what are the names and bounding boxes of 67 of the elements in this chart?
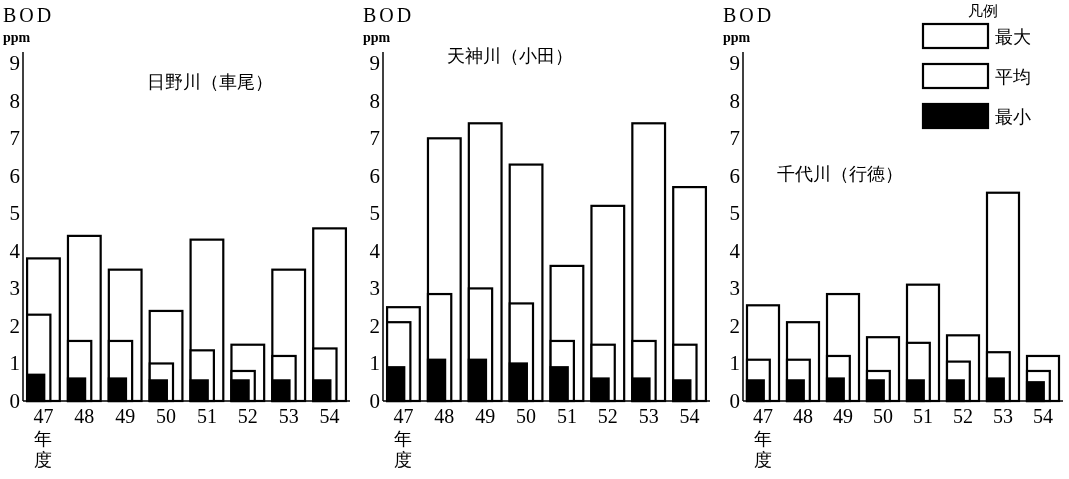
x-tick-label: 54 [319, 405, 340, 427]
x-tick-label: 49 [115, 405, 136, 427]
x-axis-title: 年度 [394, 428, 413, 470]
x-axis-title: 年度 [34, 428, 53, 470]
x-tick-label: 50 [516, 405, 537, 427]
x-tick-label: 53 [278, 405, 299, 427]
chart-title: 天神川（小田） [447, 45, 573, 66]
y-tick-label: 9 [369, 51, 380, 76]
x-tick-label: 49 [475, 405, 496, 427]
x-tick-label: 53 [638, 405, 659, 427]
y-tick-label: 4 [369, 238, 381, 263]
y-tick-label: 1 [369, 351, 380, 376]
y-tick-label: 6 [9, 163, 20, 188]
y-tick-label: 0 [369, 389, 380, 413]
y-tick-label: 5 [369, 201, 380, 226]
y-tick-label: 7 [9, 126, 20, 151]
x-tick-label: 51 [556, 405, 577, 427]
x-tick-label: 51 [196, 405, 217, 427]
x-tick-label: 51 [913, 405, 933, 427]
y-tick-label: 2 [729, 313, 740, 338]
x-tick-label: 47 [33, 405, 54, 427]
y-tick-label: 9 [9, 51, 20, 76]
x-tick-label: 52 [597, 405, 618, 427]
x-tick-label: 48 [74, 405, 95, 427]
y-tick-label: 1 [9, 351, 20, 376]
y-tick-label: 9 [729, 51, 740, 76]
text: 日野川（車尾） [147, 71, 273, 92]
y-tick-label: 7 [729, 126, 740, 151]
y-tick-label: 6 [369, 163, 380, 188]
x-tick-label: 50 [873, 405, 893, 427]
legend-label: 最大 [995, 25, 1031, 47]
y-axis-title: BOD ppm [723, 4, 775, 45]
y-tick-label: 0 [729, 389, 740, 413]
y-axis-title: BOD ppm [3, 4, 55, 45]
x-tick-label: 47 [393, 405, 414, 427]
y-tick-label: 6 [729, 163, 740, 188]
x-tick-label: 50 [156, 405, 177, 427]
y-tick-label: 4 [729, 238, 741, 263]
y-tick-label: 3 [369, 276, 380, 301]
y-tick-label: 5 [729, 201, 740, 226]
y-tick-label: 2 [369, 313, 380, 338]
x-tick-label: 54 [679, 405, 700, 427]
legend-label: 最小 [995, 105, 1031, 127]
x-tick-label: 48 [793, 405, 813, 427]
text: 千代川（行徳） [777, 163, 903, 184]
x-axis-title: 年度 [754, 428, 772, 470]
legend-label: 平均 [995, 65, 1031, 87]
y-tick-label: 8 [369, 88, 380, 113]
y-tick-label: 4 [9, 238, 21, 263]
x-tick-label: 47 [753, 405, 773, 427]
y-tick-label: 8 [9, 88, 20, 113]
x-tick-label: 52 [953, 405, 973, 427]
y-tick-label: 1 [729, 351, 740, 376]
y-tick-label: 5 [9, 201, 20, 226]
y-tick-label: 0 [9, 389, 20, 413]
y-tick-label: 3 [9, 276, 20, 301]
x-tick-label: 54 [1033, 405, 1053, 427]
y-tick-label: 8 [729, 88, 740, 113]
x-tick-label: 49 [833, 405, 853, 427]
x-tick-label: 53 [993, 405, 1013, 427]
x-tick-label: 48 [434, 405, 455, 427]
y-tick-label: 7 [369, 126, 380, 151]
x-tick-label: 52 [237, 405, 258, 427]
y-tick-label: 2 [9, 313, 20, 338]
y-tick-label: 3 [729, 276, 740, 301]
y-axis-title: BOD ppm [363, 4, 415, 45]
legend-title: 凡例 [968, 2, 998, 20]
